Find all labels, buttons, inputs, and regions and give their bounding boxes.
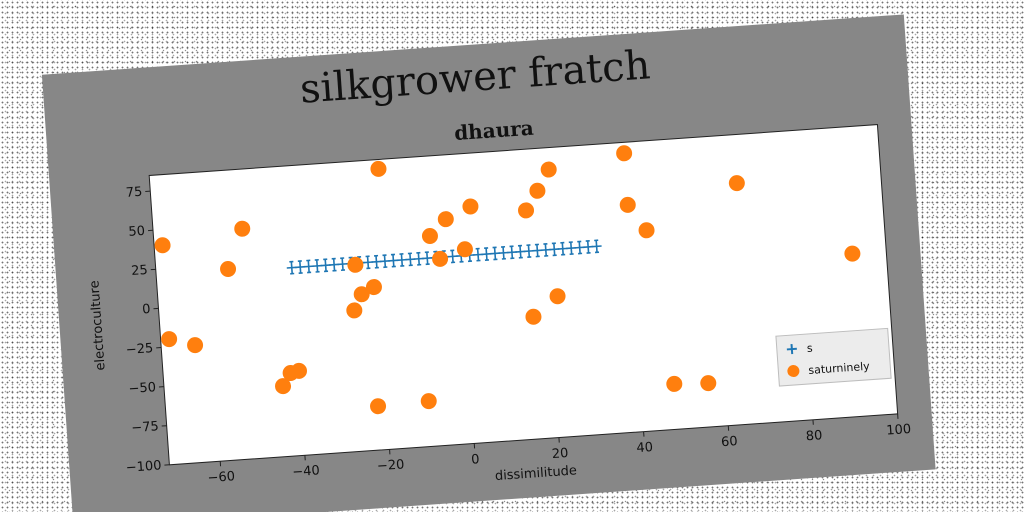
x-axis-label: dissimilitude (494, 463, 577, 484)
s-point (489, 246, 501, 261)
s-point (405, 252, 416, 267)
chart-subtitle: dhaura (453, 116, 534, 145)
s-point (549, 242, 560, 257)
saturninely-point (728, 175, 745, 192)
legend-label-saturninely: saturninely (808, 360, 871, 377)
x-tick-label: 0 (471, 452, 480, 468)
y-tick-label: −75 (131, 419, 159, 436)
saturninely-point (525, 308, 542, 325)
legend: s saturninely (775, 327, 892, 387)
x-tick-label: −60 (207, 469, 235, 486)
saturninely-point (616, 145, 633, 162)
saturninely-point (370, 398, 387, 415)
s-point (515, 244, 526, 259)
saturninely-point (529, 182, 546, 199)
saturninely-point (540, 161, 557, 178)
s-point (557, 241, 568, 256)
saturninely-point (161, 331, 178, 348)
saturninely-point (275, 378, 292, 395)
saturninely-point (456, 241, 473, 258)
y-axis-label: electroculture (87, 280, 108, 371)
s-point (498, 245, 509, 260)
y-tick-label: 0 (142, 302, 151, 318)
x-tick-label: −40 (292, 463, 320, 480)
saturninely-point (549, 288, 566, 305)
saturninely-point (844, 245, 861, 262)
plot-area (148, 124, 899, 466)
s-point (473, 247, 484, 262)
saturninely-point (518, 202, 535, 219)
saturninely-point (347, 256, 364, 273)
s-point (295, 260, 306, 274)
saturninely-point (187, 337, 204, 354)
s-point (413, 251, 424, 266)
s-point (371, 254, 382, 269)
s-point (329, 257, 340, 272)
s-point (532, 243, 543, 258)
s-point (396, 253, 407, 267)
y-tick-label: −100 (125, 458, 162, 475)
x-tick-label: 20 (551, 446, 569, 462)
x-tick-label: 100 (886, 422, 912, 439)
x-tick-label: 80 (805, 428, 823, 444)
y-tick-label: 75 (125, 185, 143, 201)
s-point (481, 247, 492, 261)
saturninely-point (421, 228, 438, 245)
saturninely-point (700, 375, 717, 392)
s-point (566, 241, 577, 256)
s-point (523, 244, 534, 259)
s-point (286, 260, 297, 275)
s-point (574, 240, 585, 255)
saturninely-point (290, 362, 307, 379)
s-point (506, 245, 517, 260)
saturninely-point (234, 220, 251, 237)
y-tick-label: 25 (131, 263, 149, 279)
s-point (312, 258, 323, 273)
saturninely-point (220, 260, 237, 277)
y-tick-label: −50 (128, 380, 156, 397)
s-point (379, 254, 390, 269)
s-point (337, 257, 348, 272)
y-tick-label: −25 (125, 341, 153, 358)
saturninely-point (154, 237, 171, 254)
s-point (303, 259, 314, 274)
saturninely-point (462, 198, 479, 215)
s-point (447, 249, 458, 264)
saturninely-point (370, 160, 387, 177)
s-point (422, 251, 433, 266)
saturninely-point (432, 250, 449, 267)
legend-box (775, 327, 892, 387)
s-point (540, 242, 551, 257)
saturninely-point (619, 196, 636, 213)
s-point (362, 255, 374, 270)
x-tick-label: 60 (721, 434, 739, 450)
x-tick-label: −20 (377, 457, 405, 474)
s-point (591, 239, 602, 254)
saturninely-point (666, 375, 683, 392)
x-tick-label: 40 (636, 440, 654, 456)
saturninely-point (420, 393, 437, 410)
saturninely-point (365, 279, 382, 296)
legend-label-s: s (806, 342, 813, 355)
legend-marker-saturninely (787, 365, 800, 378)
saturninely-point (638, 222, 655, 239)
saturninely-point (437, 211, 454, 228)
s-point (320, 258, 331, 273)
saturninely-point (353, 286, 370, 303)
s-point (583, 240, 594, 254)
saturninely-point (346, 302, 363, 319)
y-tick-label: 50 (128, 224, 146, 240)
legend-marker-s (786, 344, 797, 355)
s-point (388, 253, 399, 268)
